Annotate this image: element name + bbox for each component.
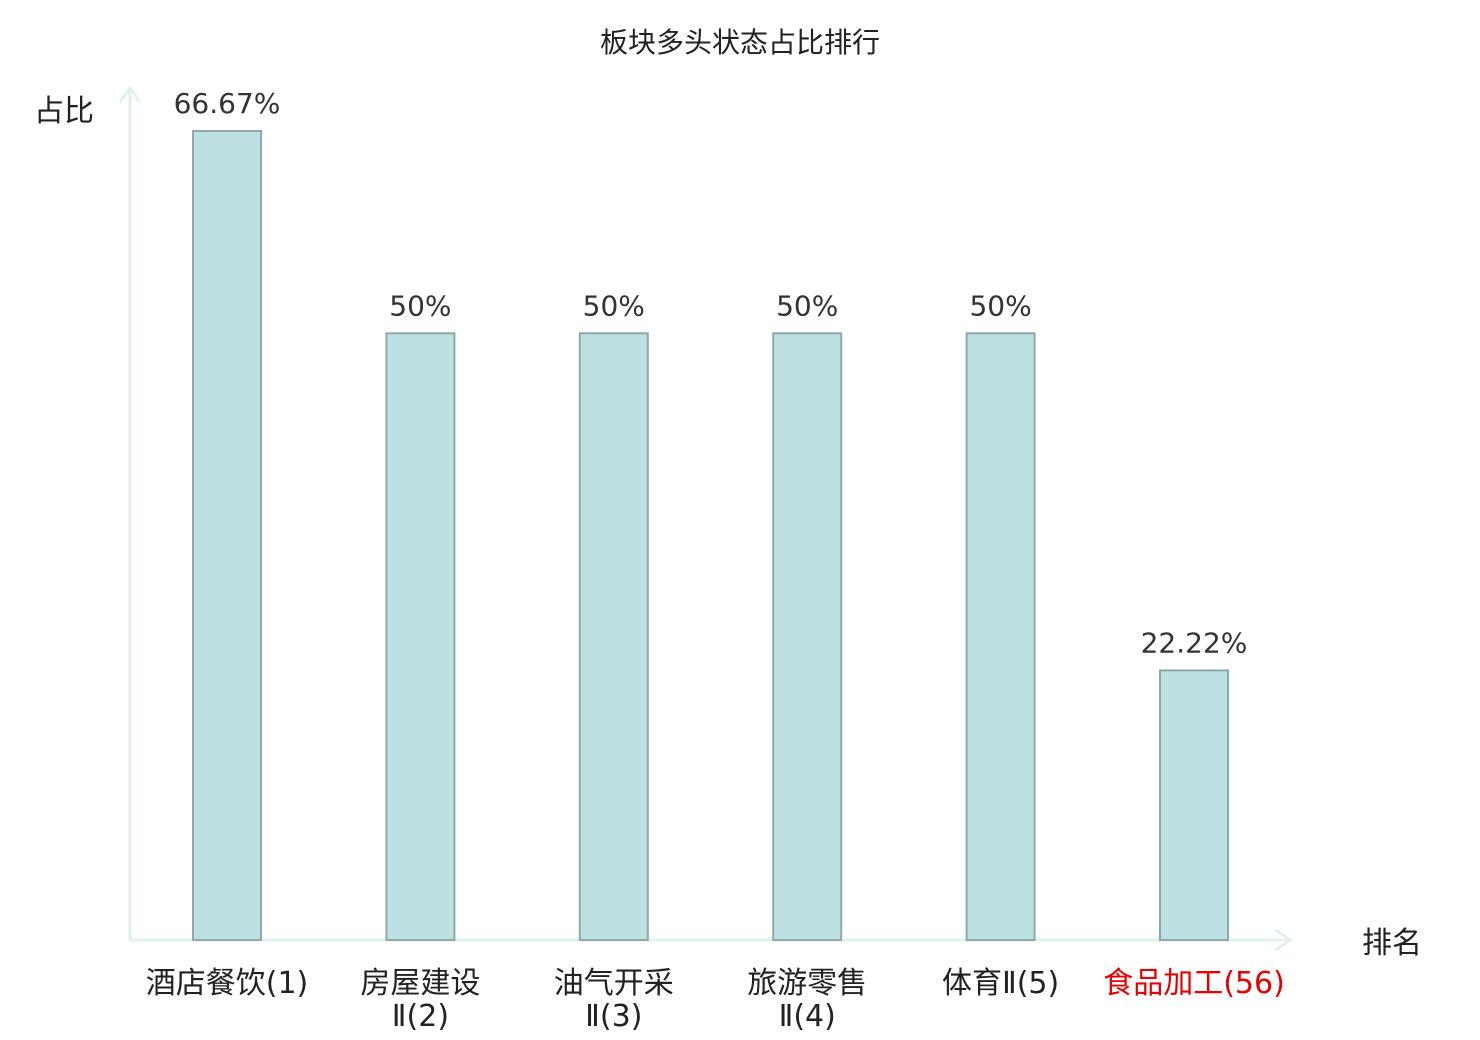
- category-labels-group: 酒店餐饮(1) 房屋建设 Ⅱ(2) 油气开采 Ⅱ(3) 旅游零售 Ⅱ(4) 体育Ⅱ(5) 食品加…: [146, 966, 1285, 1034]
- category-label: 油气开采 Ⅱ(3): [554, 966, 674, 1034]
- value-label: 50%: [389, 289, 451, 322]
- category-label: 体育Ⅱ(5): [942, 966, 1059, 1001]
- value-label: 22.22%: [1141, 626, 1248, 659]
- category-label-line: 油气开采: [554, 966, 674, 1001]
- axes: [118, 85, 1293, 952]
- bar: [1159, 669, 1229, 942]
- bar: [772, 332, 843, 941]
- y-axis-label: 占比: [34, 94, 94, 129]
- category-label-line: 酒店餐饮(1): [146, 966, 309, 1001]
- category-label: 酒店餐饮(1): [146, 966, 309, 1001]
- category-label: 食品加工(56): [1103, 966, 1285, 1001]
- bar: [578, 332, 649, 941]
- category-label: 旅游零售 Ⅱ(4): [747, 966, 867, 1034]
- bar: [385, 332, 456, 941]
- category-label-line: 房屋建设: [360, 966, 480, 1001]
- category-label-line: 旅游零售: [747, 966, 867, 1001]
- value-labels-group: 66.67% 50% 50% 50% 50% 22.22%: [174, 87, 1248, 659]
- y-axis-arrow: [118, 85, 142, 103]
- category-label-line: 食品加工(56): [1103, 966, 1285, 1001]
- category-label: 房屋建设 Ⅱ(2): [360, 966, 480, 1034]
- value-label: 66.67%: [174, 87, 281, 120]
- x-axis-arrow: [1275, 928, 1293, 952]
- value-label: 50%: [776, 289, 838, 322]
- category-label-line: 体育Ⅱ(5): [942, 966, 1059, 1001]
- x-axis-label: 排名: [1362, 926, 1422, 961]
- bar: [192, 130, 262, 941]
- chart-title: 板块多头状态占比排行: [600, 26, 880, 59]
- category-label-line: Ⅱ(3): [585, 999, 642, 1034]
- bars-group: [192, 130, 1229, 942]
- value-label: 50%: [969, 289, 1031, 322]
- value-label: 50%: [583, 289, 645, 322]
- bar: [965, 332, 1036, 941]
- category-label-line: Ⅱ(4): [779, 999, 836, 1034]
- category-label-line: Ⅱ(2): [392, 999, 449, 1034]
